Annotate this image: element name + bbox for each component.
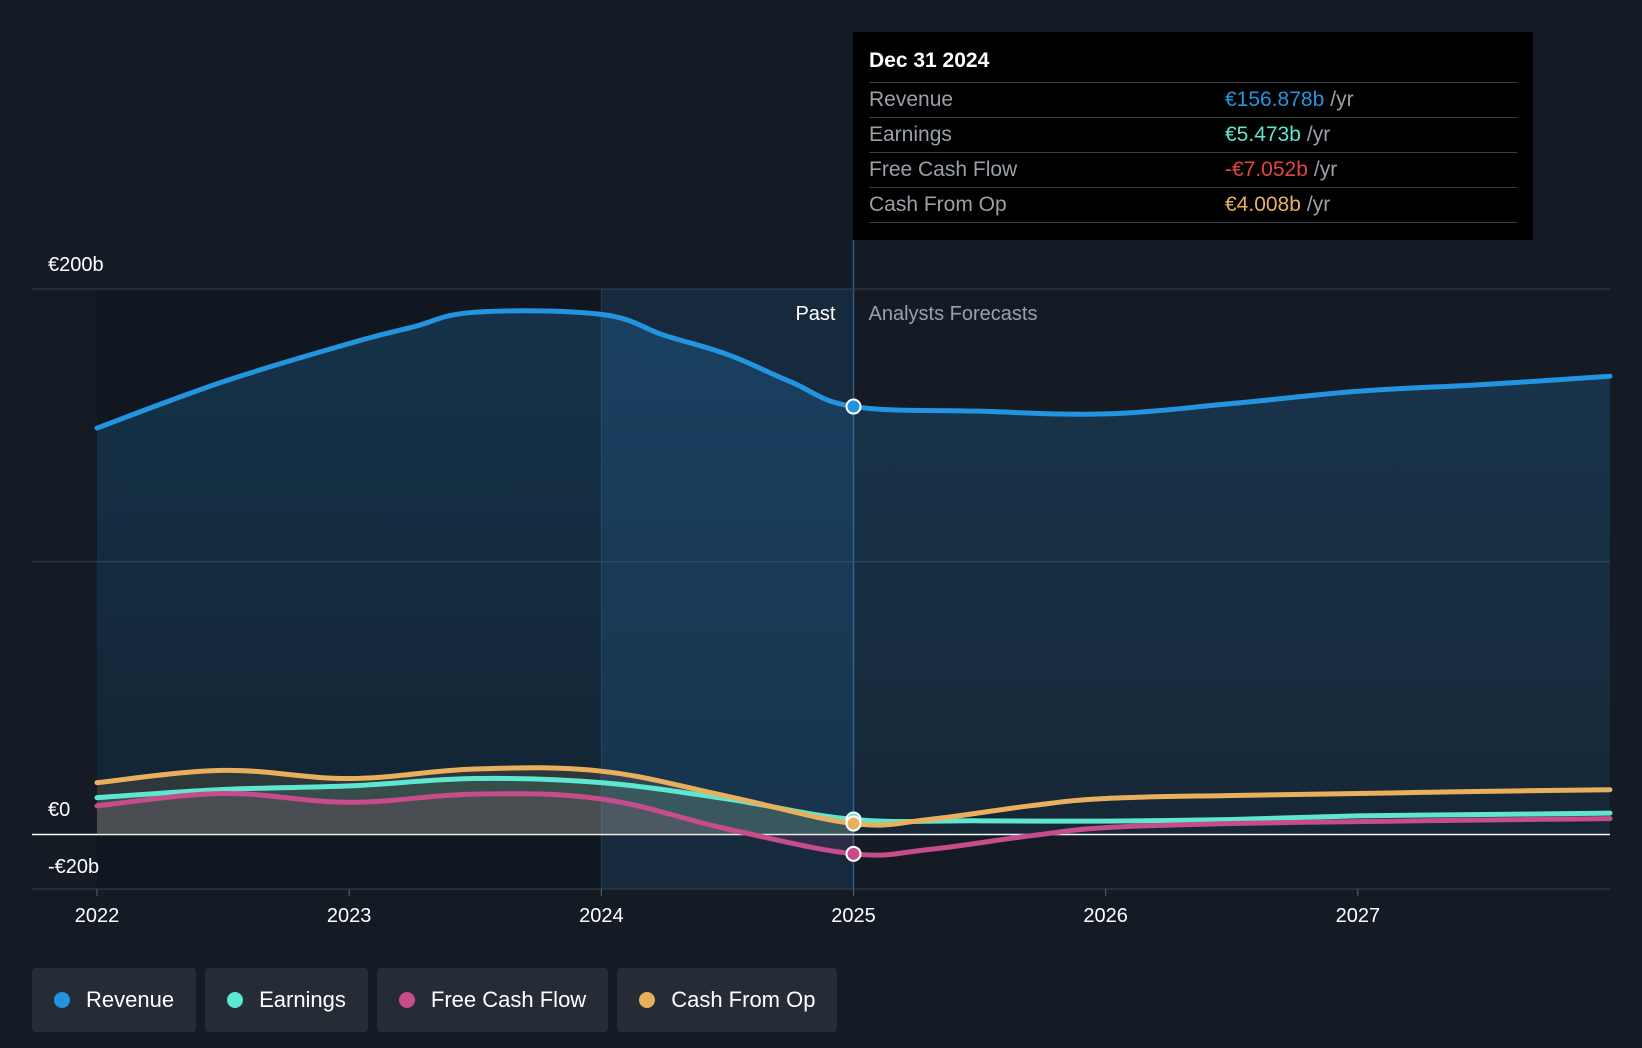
tooltip-row-free-cash-flow: Free Cash Flow -€7.052b /yr — [869, 153, 1517, 188]
tooltip-date: Dec 31 2024 — [869, 46, 1517, 83]
tooltip-value: €156.878b — [1225, 88, 1325, 111]
x-tick-label: 2024 — [579, 905, 624, 927]
tooltip-label: Revenue — [869, 88, 954, 111]
x-tick-label: 2022 — [75, 905, 120, 927]
tooltip-row-cash-from-op: Cash From Op €4.008b /yr — [869, 188, 1517, 223]
chart-legend: Revenue Earnings Free Cash Flow Cash Fro… — [32, 968, 838, 1032]
y-tick-label: -€20b — [48, 856, 99, 878]
tooltip-label: Free Cash Flow — [869, 158, 1018, 181]
cfo-line — [94, 765, 1613, 828]
legend-label: Revenue — [86, 987, 175, 1012]
tooltip-value: €5.473b — [1225, 123, 1301, 146]
legend-dot-icon — [227, 992, 244, 1008]
revenue-area — [97, 310, 1610, 835]
cfo-marker — [845, 815, 862, 832]
legend-label: Cash From Op — [671, 987, 816, 1012]
earnings-area — [97, 778, 854, 835]
x-tick-label: 2023 — [327, 905, 372, 927]
tooltip-unit: /yr — [1330, 88, 1354, 111]
y-tick-label: €0 — [48, 799, 70, 821]
y-tick-label: €200b — [48, 254, 104, 276]
legend-dot-icon — [54, 992, 70, 1008]
legend-item-cash-from-op[interactable]: Cash From Op — [617, 968, 838, 1032]
legend-item-revenue[interactable]: Revenue — [32, 968, 197, 1032]
tooltip-value: -€7.052b — [1225, 158, 1308, 181]
revenue-marker — [845, 398, 862, 415]
tooltip-label: Cash From Op — [869, 193, 1007, 216]
tooltip-unit: /yr — [1306, 123, 1331, 146]
x-tick-label: 2025 — [831, 905, 876, 927]
data-tooltip: Dec 31 2024 Revenue €156.878b /yr Earnin… — [853, 32, 1533, 240]
forecast-label: Analysts Forecasts — [869, 303, 1038, 325]
tooltip-value: €4.008b — [1225, 193, 1301, 216]
tooltip-label: Earnings — [869, 123, 952, 146]
fcf-marker — [845, 845, 862, 862]
x-tick-label: 2026 — [1083, 905, 1128, 927]
legend-label: Earnings — [259, 987, 346, 1012]
tooltip-unit: /yr — [1313, 158, 1338, 181]
legend-dot-icon — [398, 992, 415, 1008]
x-tick-label: 2027 — [1336, 905, 1381, 927]
fcf-line — [94, 791, 1613, 858]
legend-item-earnings[interactable]: Earnings — [205, 968, 368, 1032]
revenue-line — [94, 308, 1613, 431]
fcf-area — [97, 793, 854, 854]
tooltip-row-revenue: Revenue €156.878b /yr — [869, 83, 1517, 118]
legend-dot-icon — [639, 992, 656, 1008]
past-label: Past — [795, 303, 835, 325]
tooltip-row-earnings: Earnings €5.473b /yr — [869, 118, 1517, 153]
legend-label: Free Cash Flow — [430, 987, 587, 1012]
tooltip-unit: /yr — [1306, 193, 1331, 216]
legend-item-free-cash-flow[interactable]: Free Cash Flow — [376, 968, 609, 1032]
